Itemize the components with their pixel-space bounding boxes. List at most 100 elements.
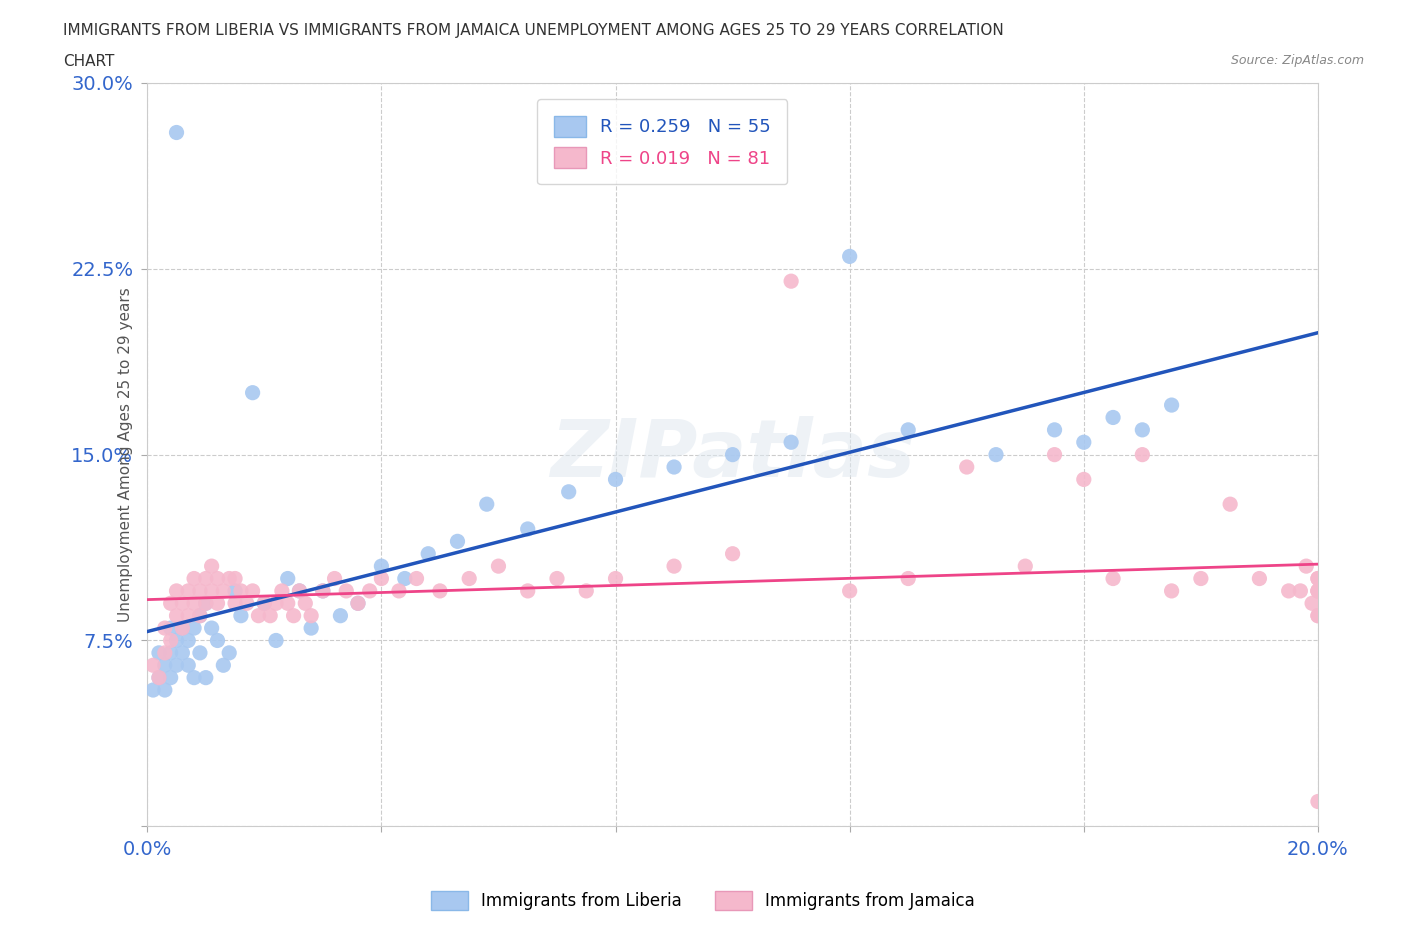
- Point: [1160, 398, 1182, 413]
- Point: [194, 596, 217, 611]
- Point: [418, 546, 440, 561]
- Point: [142, 658, 165, 672]
- Point: [1295, 559, 1317, 574]
- Point: [183, 620, 205, 635]
- Point: [1102, 571, 1125, 586]
- Point: [224, 571, 246, 586]
- Point: [142, 683, 165, 698]
- Point: [153, 620, 176, 635]
- Point: [166, 633, 188, 648]
- Point: [1306, 583, 1329, 598]
- Point: [188, 608, 211, 623]
- Point: [312, 583, 335, 598]
- Point: [446, 534, 468, 549]
- Point: [1306, 571, 1329, 586]
- Point: [1306, 794, 1329, 809]
- Point: [323, 571, 346, 586]
- Point: [1189, 571, 1212, 586]
- Point: [1160, 583, 1182, 598]
- Y-axis label: Unemployment Among Ages 25 to 29 years: Unemployment Among Ages 25 to 29 years: [118, 287, 134, 622]
- Point: [177, 633, 200, 648]
- Point: [1301, 596, 1323, 611]
- Point: [370, 559, 392, 574]
- Point: [288, 583, 311, 598]
- Point: [335, 583, 357, 598]
- Point: [780, 435, 803, 450]
- Point: [253, 596, 276, 611]
- Point: [1130, 447, 1153, 462]
- Point: [153, 645, 176, 660]
- Text: IMMIGRANTS FROM LIBERIA VS IMMIGRANTS FROM JAMAICA UNEMPLOYMENT AMONG AGES 25 TO: IMMIGRANTS FROM LIBERIA VS IMMIGRANTS FR…: [63, 23, 1004, 38]
- Point: [188, 608, 211, 623]
- Point: [557, 485, 579, 499]
- Point: [1073, 472, 1095, 486]
- Legend: R = 0.259   N = 55, R = 0.019   N = 81: R = 0.259 N = 55, R = 0.019 N = 81: [537, 100, 787, 184]
- Point: [1043, 447, 1066, 462]
- Point: [347, 596, 370, 611]
- Point: [575, 583, 598, 598]
- Point: [148, 671, 170, 685]
- Point: [183, 571, 205, 586]
- Point: [166, 658, 188, 672]
- Text: Source: ZipAtlas.com: Source: ZipAtlas.com: [1230, 54, 1364, 67]
- Point: [253, 596, 276, 611]
- Point: [299, 620, 322, 635]
- Point: [1306, 583, 1329, 598]
- Point: [172, 645, 194, 660]
- Point: [721, 447, 744, 462]
- Point: [984, 447, 1007, 462]
- Point: [1043, 422, 1066, 437]
- Point: [721, 546, 744, 561]
- Point: [838, 249, 860, 264]
- Point: [166, 125, 188, 140]
- Point: [299, 608, 322, 623]
- Point: [183, 671, 205, 685]
- Point: [229, 608, 252, 623]
- Point: [159, 633, 181, 648]
- Point: [188, 645, 211, 660]
- Point: [259, 608, 281, 623]
- Text: ZIPatlas: ZIPatlas: [550, 416, 915, 494]
- Point: [605, 472, 627, 486]
- Point: [1306, 571, 1329, 586]
- Point: [166, 608, 188, 623]
- Point: [312, 583, 335, 598]
- Point: [183, 596, 205, 611]
- Point: [148, 671, 170, 685]
- Point: [294, 596, 316, 611]
- Point: [394, 571, 416, 586]
- Point: [1249, 571, 1271, 586]
- Point: [1073, 435, 1095, 450]
- Point: [159, 671, 181, 685]
- Point: [218, 645, 240, 660]
- Point: [201, 583, 224, 598]
- Point: [224, 583, 246, 598]
- Point: [516, 522, 538, 537]
- Point: [288, 583, 311, 598]
- Point: [194, 671, 217, 685]
- Point: [370, 571, 392, 586]
- Point: [172, 620, 194, 635]
- Point: [1278, 583, 1301, 598]
- Point: [488, 559, 510, 574]
- Point: [475, 497, 498, 512]
- Point: [166, 583, 188, 598]
- Point: [212, 658, 235, 672]
- Point: [270, 583, 292, 598]
- Point: [242, 583, 264, 598]
- Point: [153, 658, 176, 672]
- Point: [283, 608, 305, 623]
- Point: [194, 571, 217, 586]
- Point: [897, 571, 920, 586]
- Point: [201, 620, 224, 635]
- Legend: Immigrants from Liberia, Immigrants from Jamaica: Immigrants from Liberia, Immigrants from…: [425, 884, 981, 917]
- Point: [1219, 497, 1241, 512]
- Point: [159, 620, 181, 635]
- Point: [212, 583, 235, 598]
- Point: [172, 596, 194, 611]
- Point: [429, 583, 451, 598]
- Point: [207, 633, 229, 648]
- Point: [329, 608, 352, 623]
- Point: [1306, 608, 1329, 623]
- Point: [838, 583, 860, 598]
